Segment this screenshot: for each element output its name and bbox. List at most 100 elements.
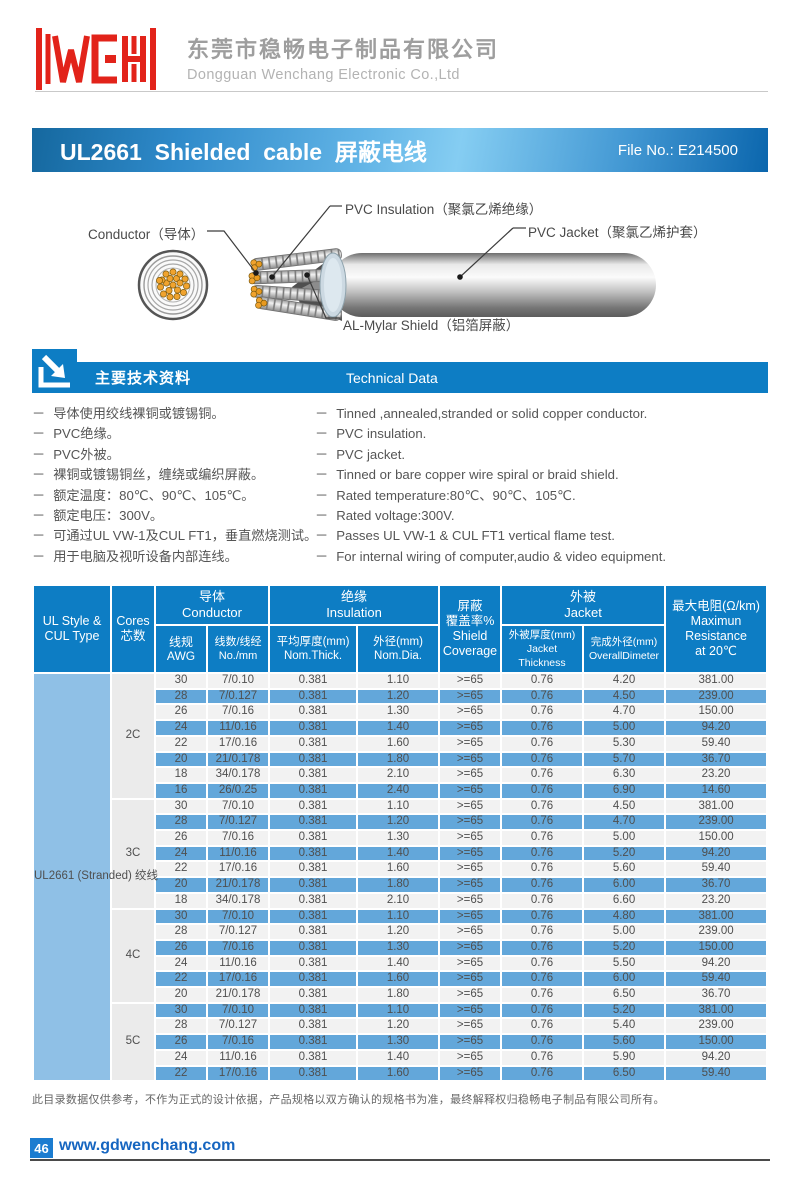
cell-nom-thick: 0.381 [270, 705, 357, 720]
label-jacket: PVC Jacket（聚氯乙烯护套） [528, 225, 707, 240]
cell-nom-dia: 1.60 [358, 1066, 439, 1081]
feature-cn-text: 用于电脑及视听设备内部连线。 [53, 548, 238, 564]
cell-nom-dia: 1.20 [358, 925, 439, 939]
cell-nom-thick: 0.381 [270, 878, 357, 892]
cell-no-mm: 7/0.127 [208, 689, 269, 704]
cell-nom-dia: 1.80 [358, 752, 439, 767]
cell-max-resistance: 150.00 [666, 831, 767, 845]
cell-awg: 24 [156, 721, 206, 735]
cell-overall-diameter: 5.30 [584, 736, 665, 751]
col-header-max-resistance: 最大电阻(Ω/km) Maximun Resistance at 20℃ [666, 586, 767, 672]
bullet-dash: － [32, 446, 46, 462]
feature-en-5: － Rated temperature:80℃、90℃、105℃. [315, 486, 768, 506]
cell-max-resistance: 94.20 [666, 956, 767, 971]
cell-overall-diameter: 6.50 [584, 988, 665, 1002]
feature-cn-3: － PVC外被。 [32, 445, 315, 465]
cell-awg: 28 [156, 689, 206, 704]
cell-awg: 22 [156, 736, 206, 751]
cell-max-resistance: 381.00 [666, 909, 767, 924]
header-divider [35, 91, 768, 92]
cell-nom-thick: 0.381 [270, 831, 357, 845]
col-group-insulation: 绝缘 Insulation [270, 586, 439, 624]
cell-awg: 30 [156, 1003, 206, 1018]
cell-awg: 22 [156, 972, 206, 987]
cell-overall-diameter: 5.90 [584, 1050, 665, 1065]
product-title: UL2661 Shielded cable 屏蔽电线 [60, 139, 427, 165]
table-row: 28 7/0.127 0.381 1.20 >=65 0.76 4.50 239.00 [34, 689, 767, 704]
cell-nom-thick: 0.381 [270, 1050, 357, 1065]
cell-shield-coverage: >=65 [440, 689, 501, 704]
cell-jacket-thickness: 0.76 [502, 1050, 583, 1065]
table-row: 28 7/0.127 0.381 1.20 >=65 0.76 5.40 239.00 [34, 1019, 767, 1034]
bullet-dash: － [315, 508, 329, 524]
disclaimer-note: 此目录数据仅供参考，不作为正式的设计依据，产品规格以双方确认的规格书为准，最终解… [32, 1094, 665, 1106]
cell-jacket-thickness: 0.76 [502, 878, 583, 892]
company-name-block: 东莞市稳畅电子制品有限公司 Dongguan Wenchang Electron… [187, 32, 499, 83]
cell-max-resistance: 59.40 [666, 1066, 767, 1081]
cell-max-resistance: 59.40 [666, 736, 767, 751]
table-row: 5C 30 7/0.10 0.381 1.10 >=65 0.76 5.20 381.00 [34, 1003, 767, 1081]
cell-awg: 26 [156, 940, 206, 955]
cell-no-mm: 26/0.25 [208, 783, 269, 798]
feature-cn-2: － PVC绝缘。 [32, 424, 315, 444]
cell-overall-diameter: 5.20 [584, 940, 665, 955]
bullet-dash: － [32, 487, 46, 503]
cell-nom-thick: 0.381 [270, 768, 357, 782]
cell-max-resistance: 239.00 [666, 925, 767, 939]
cell-max-resistance: 36.70 [666, 752, 767, 767]
table-row: 24 11/0.16 0.381 1.40 >=65 0.76 5.20 94.20 [34, 846, 767, 861]
website-link[interactable]: www.gdwenchang.com [59, 1137, 236, 1154]
table-row: 16 26/0.25 0.381 2.40 >=65 0.76 6.90 14.60 [34, 783, 767, 798]
cell-shield-coverage: >=65 [440, 752, 501, 767]
feature-cn-7: － 可通过UL VW-1及CUL FT1，垂直燃烧测试。 [32, 526, 317, 546]
table-row: 22 17/0.16 0.381 1.60 >=65 0.76 5.30 59.40 [34, 736, 767, 751]
cell-jacket-thickness: 0.76 [502, 956, 583, 971]
feature-en-1: － Tinned ,annealed,stranded or solid copp… [315, 404, 768, 424]
cell-shield-coverage: >=65 [440, 1066, 501, 1081]
cell-awg: 24 [156, 1050, 206, 1065]
cell-jacket-thickness: 0.76 [502, 893, 583, 908]
feature-en-text: For internal wiring of computer,audio & … [336, 548, 667, 564]
footer-divider [30, 1159, 770, 1161]
cell-cores-5C: 5C [112, 1003, 154, 1081]
section-title-cn: 主要技术资料 [95, 370, 192, 387]
cell-shield-coverage: >=65 [440, 1019, 501, 1034]
cell-nom-dia: 1.60 [358, 862, 439, 877]
cell-shield-coverage: >=65 [440, 972, 501, 987]
cell-nom-thick: 0.381 [270, 752, 357, 767]
cell-max-resistance: 150.00 [666, 1035, 767, 1049]
feature-en-8: － For internal wiring of computer,audio &… [315, 547, 768, 567]
cell-no-mm: 7/0.16 [208, 1035, 269, 1049]
cell-shield-coverage: >=65 [440, 674, 501, 688]
cell-max-resistance: 36.70 [666, 988, 767, 1002]
cell-max-resistance: 59.40 [666, 972, 767, 987]
table-row: 24 11/0.16 0.381 1.40 >=65 0.76 5.00 94.20 [34, 721, 767, 735]
cell-overall-diameter: 6.30 [584, 768, 665, 782]
cell-overall-diameter: 5.70 [584, 752, 665, 767]
cell-jacket-thickness: 0.76 [502, 815, 583, 830]
cable-jacket [330, 253, 656, 317]
cell-awg: 18 [156, 768, 206, 782]
cell-awg: 28 [156, 925, 206, 939]
leader-dots [253, 270, 463, 280]
cell-nom-thick: 0.381 [270, 799, 357, 814]
cell-jacket-thickness: 0.76 [502, 846, 583, 861]
cell-shield-coverage: >=65 [440, 721, 501, 735]
cell-overall-diameter: 6.00 [584, 878, 665, 892]
cell-nom-thick: 0.381 [270, 736, 357, 751]
col-header-jacket-thickness: 外被厚度(mm) Jacket Thickness [502, 626, 583, 672]
cell-awg: 26 [156, 831, 206, 845]
cell-no-mm: 11/0.16 [208, 721, 269, 735]
cell-awg: 28 [156, 815, 206, 830]
cell-no-mm: 7/0.127 [208, 1019, 269, 1034]
label-conductor: Conductor（导体） [88, 227, 205, 242]
cell-max-resistance: 381.00 [666, 674, 767, 688]
table-row: UL2661 (Stranded) 绞线 2C 30 7/0.10 0.381 1.10 >… [34, 674, 767, 1081]
bullet-dash: － [32, 467, 46, 483]
feature-en-2: － PVC insulation. [315, 424, 768, 444]
cell-max-resistance: 36.70 [666, 878, 767, 892]
cell-no-mm: 7/0.127 [208, 925, 269, 939]
cell-overall-diameter: 4.70 [584, 705, 665, 720]
feature-en-text: Rated temperature:80℃、90℃、105℃. [336, 487, 576, 503]
